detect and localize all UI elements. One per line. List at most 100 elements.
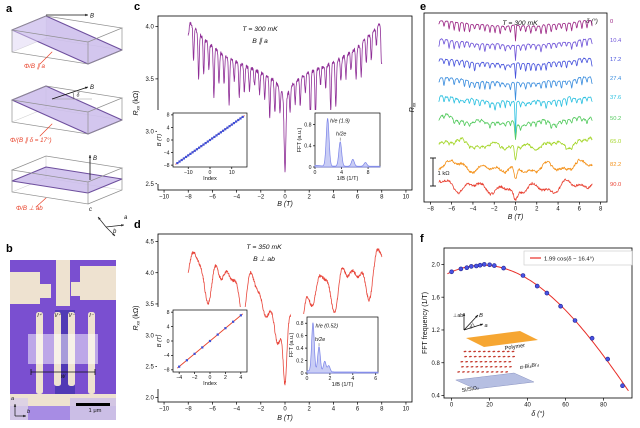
schematic-B-arrow bbox=[88, 155, 92, 158]
c-index-xlabel: Index bbox=[203, 176, 217, 182]
e-ylabel: Rxx bbox=[409, 102, 416, 112]
c-index-point bbox=[195, 148, 199, 151]
c-index-point bbox=[230, 123, 233, 126]
f-inset-perp-label: ⊥ab bbox=[453, 313, 463, 319]
d-index-inset-xtick-label: −4 bbox=[176, 375, 182, 381]
micrograph-axis-a-label: a bbox=[11, 396, 15, 402]
f-data-point bbox=[464, 265, 470, 271]
f-data-point bbox=[468, 264, 474, 269]
e-xlabel: B (T) bbox=[508, 214, 524, 221]
schematic-left-face-shade bbox=[12, 16, 46, 52]
c-trace bbox=[187, 21, 383, 173]
d-ytick-label: 3.5 bbox=[146, 302, 155, 308]
c-index-point bbox=[235, 120, 238, 123]
c-ytick-label: 4.0 bbox=[146, 25, 155, 31]
d-fft-peak-label: h/2e bbox=[315, 337, 325, 343]
f-inset-crystal-atom bbox=[466, 371, 470, 373]
f-inset-crystal-atom bbox=[479, 360, 483, 363]
d-fft-inset-ytick-label: 0.4 bbox=[296, 346, 303, 352]
c-xlabel: B (T) bbox=[277, 201, 293, 208]
panel-b-micrograph bbox=[10, 260, 116, 420]
d-fft-inset-xtick-label: 0 bbox=[306, 376, 309, 382]
d-annotation: B ⊥ ab bbox=[253, 256, 275, 263]
f-inset-crystal-atom bbox=[500, 371, 504, 373]
f-inset-crystal-atom bbox=[502, 355, 506, 358]
c-index-point bbox=[180, 158, 183, 162]
f-inset-crystal-atom bbox=[460, 360, 464, 363]
f-inset-crystal-atom bbox=[508, 366, 512, 368]
c-index-point bbox=[228, 125, 231, 128]
schematic-B-arrow bbox=[51, 86, 89, 100]
d-trace bbox=[187, 248, 383, 386]
f-inset-crystal-atom bbox=[492, 350, 496, 353]
d-index-inset-ytick-label: 8 bbox=[167, 310, 170, 316]
c-index-point bbox=[206, 140, 209, 143]
c-index-point bbox=[221, 129, 225, 132]
d-index-point bbox=[201, 346, 204, 349]
f-data-point bbox=[487, 262, 492, 268]
c-index-inset-xtick-label: 10 bbox=[229, 170, 235, 176]
c-fft-inset-xtick-label: 0 bbox=[314, 170, 317, 176]
c-index-point bbox=[226, 126, 229, 129]
measurement-region-overlay bbox=[28, 334, 98, 364]
d-fft-inset-ytick-label: 0 bbox=[301, 371, 304, 377]
c-index-point bbox=[215, 134, 218, 137]
f-data-point bbox=[491, 263, 497, 268]
f-inset-crystal-atom bbox=[494, 366, 498, 368]
panel-a-schematic-0: B bbox=[10, 14, 124, 65]
c-index-point bbox=[219, 131, 222, 134]
axis-a-label: a bbox=[124, 215, 128, 221]
c-index-point bbox=[189, 152, 192, 155]
e-series-label: 65.0 bbox=[610, 139, 621, 145]
e-xtick-label: 6 bbox=[578, 207, 582, 213]
f-inset-crystal-atom bbox=[457, 371, 461, 373]
panel-e: −8 −6 −4 −2 0 2 4 6 8 T = 300 mK δ (°) B (T) Rxx 1 kΩ… bbox=[409, 12, 622, 221]
f-inset-field-arrow bbox=[475, 315, 478, 318]
d-index-point bbox=[239, 314, 242, 317]
c-annotation: B ∥ a bbox=[252, 37, 268, 45]
schematic-B-label: B bbox=[90, 85, 94, 91]
c-index-ylabel: B (T) bbox=[157, 134, 163, 147]
panel-label-b: b bbox=[6, 243, 13, 255]
d-fft-peak-label: h/e (0.52) bbox=[315, 323, 338, 329]
e-series-label: 17.2 bbox=[610, 57, 621, 63]
width-marker-label: w bbox=[60, 374, 66, 380]
axis-c-arrow bbox=[98, 217, 101, 220]
c-xtick-label: −2 bbox=[257, 195, 265, 201]
d-fft-inset-ytick-label: 0.2 bbox=[296, 358, 303, 364]
d-ytick-label: 4.5 bbox=[146, 240, 155, 246]
axis-b-label: b bbox=[113, 229, 117, 235]
e-trace-delta-90.0 bbox=[438, 178, 593, 201]
d-fft-inset-xtick-label: 4 bbox=[351, 376, 354, 382]
f-inset-crystal-atom bbox=[470, 366, 474, 368]
f-inset-crystal-atom bbox=[492, 355, 496, 358]
f-inset-crystal-atom bbox=[473, 350, 477, 353]
f-inset-crystal-atom bbox=[478, 355, 482, 358]
flux-label-perp-ab: Φ/B ⊥ ab bbox=[16, 205, 43, 212]
f-data-point bbox=[501, 265, 506, 271]
e-trace-delta-0 bbox=[438, 19, 593, 42]
panel-label-d: d bbox=[134, 219, 141, 231]
f-data-point bbox=[473, 263, 479, 269]
c-fft-xlabel: 1/B (1/T) bbox=[337, 176, 359, 182]
f-inset-crystal-atom bbox=[498, 360, 502, 363]
c-index-point bbox=[204, 141, 207, 145]
f-data-point bbox=[572, 318, 578, 323]
micrograph-axis-a-arrow bbox=[13, 404, 17, 407]
f-inset-crystal-atom bbox=[482, 350, 486, 353]
d-index-inset-bg bbox=[157, 307, 252, 389]
e-trace-delta-37.6 bbox=[438, 94, 593, 136]
e-series-label: 82.2 bbox=[610, 162, 621, 168]
f-inset-angle-arc bbox=[471, 322, 475, 327]
f-inset-crystal-atom bbox=[495, 371, 499, 373]
electrode-label-v-plus: V⁺ bbox=[54, 313, 61, 319]
e-scale-bar-label: 1 kΩ bbox=[438, 171, 451, 177]
f-inset-crystal-atom bbox=[461, 371, 465, 373]
electrode-label-v-minus: V⁻ bbox=[68, 313, 75, 319]
f-inset-crystal-atom bbox=[497, 355, 501, 358]
panel-c: −10 −8 −6 −4 −2 0 2 4 6 8 10 2.5 3.0 3.5 4.0 T = 300 mK… bbox=[133, 15, 413, 208]
c-index-point bbox=[232, 121, 236, 125]
f-data-point bbox=[620, 383, 625, 389]
f-inset-crystal-atom bbox=[468, 350, 472, 353]
d-xtick-label: −4 bbox=[233, 407, 241, 413]
